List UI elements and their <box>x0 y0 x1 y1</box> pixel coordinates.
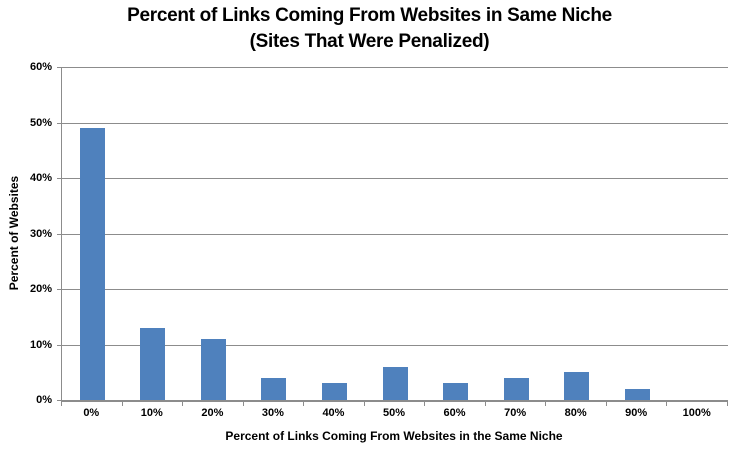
gridline-40 <box>62 178 728 179</box>
x-tick-5 <box>364 402 365 406</box>
x-axis-label-90%: 90% <box>625 407 648 419</box>
y-tick-10% <box>57 345 61 346</box>
y-axis-label-60%: 60% <box>29 61 52 73</box>
x-tick-1 <box>122 402 123 406</box>
bars <box>62 67 728 400</box>
bar-90% <box>624 389 650 400</box>
x-axis-label-60%: 60% <box>443 407 466 419</box>
x-tick-2 <box>182 402 183 406</box>
bar-slot-80% <box>546 67 607 400</box>
x-axis-label-20%: 20% <box>201 407 224 419</box>
y-axis-label-50%: 50% <box>29 117 52 129</box>
bar-10% <box>140 328 166 400</box>
bar-80% <box>564 372 590 400</box>
chart-title-line-1: Percent of Links Coming From Websites in… <box>127 5 612 26</box>
x-axis-label-40%: 40% <box>322 407 345 419</box>
x-axis-labels: 0% 10% 20% 30% 40% 50% 60% 70% 80% 90% 100% <box>61 407 727 420</box>
x-tick-8 <box>545 402 546 406</box>
bar-30% <box>261 378 287 400</box>
gridline-50 <box>62 122 728 124</box>
bar-slot-0% <box>62 67 123 400</box>
chart-title-line-2: (Sites That Were Penalized) <box>249 31 490 52</box>
y-axis-label-40%: 40% <box>29 172 52 184</box>
y-axis-label-0%: 0% <box>36 394 52 406</box>
plot-area <box>61 67 728 402</box>
x-axis-label-10%: 10% <box>140 407 163 419</box>
bar-40% <box>321 383 347 400</box>
bar-0% <box>79 128 105 400</box>
bar-slot-50% <box>365 67 426 400</box>
bar-20% <box>200 339 226 400</box>
y-tick-20% <box>57 289 61 290</box>
bar-70% <box>503 378 529 400</box>
x-tick-4 <box>303 402 304 406</box>
x-tick-6 <box>424 402 425 406</box>
bar-slot-90% <box>607 67 668 400</box>
y-tick-0% <box>57 400 61 401</box>
y-axis-label-20%: 20% <box>29 283 52 295</box>
bar-slot-20% <box>183 67 244 400</box>
x-axis-label-100%: 100% <box>682 407 711 419</box>
bar-slot-30% <box>244 67 305 400</box>
x-axis-label-30%: 30% <box>261 407 284 419</box>
x-tick-7 <box>485 402 486 406</box>
x-tick-11 <box>727 402 728 406</box>
y-axis-label-30%: 30% <box>29 228 52 240</box>
y-axis-label-10%: 10% <box>29 339 52 351</box>
bar-slot-70% <box>486 67 547 400</box>
x-tick-9 <box>606 402 607 406</box>
x-tick-3 <box>243 402 244 406</box>
bar-slot-10% <box>123 67 184 400</box>
chart-title: Percent of Links Coming From Websites in… <box>0 3 739 55</box>
bar-slot-40% <box>304 67 365 400</box>
gridline-20 <box>62 289 728 290</box>
y-tick-30% <box>57 234 61 235</box>
bar-slot-100% <box>667 67 728 400</box>
x-axis-label-50%: 50% <box>382 407 406 419</box>
x-tick-0 <box>61 402 62 406</box>
x-axis-label-0%: 0% <box>83 407 100 419</box>
y-tick-40% <box>57 178 61 179</box>
y-tick-60% <box>57 67 61 68</box>
bar-60% <box>443 383 469 400</box>
gridline-10 <box>62 344 728 346</box>
bar-50% <box>382 367 408 400</box>
x-axis-label-70%: 70% <box>504 407 527 419</box>
x-tick-10 <box>666 402 667 406</box>
x-axis-title: Percent of Links Coming From Websites in… <box>225 429 563 443</box>
x-axis-label-80%: 80% <box>564 407 587 419</box>
gridline-60 <box>62 67 728 68</box>
y-tick-50% <box>57 123 61 124</box>
bar-slot-60% <box>425 67 486 400</box>
gridline-30 <box>62 233 728 235</box>
